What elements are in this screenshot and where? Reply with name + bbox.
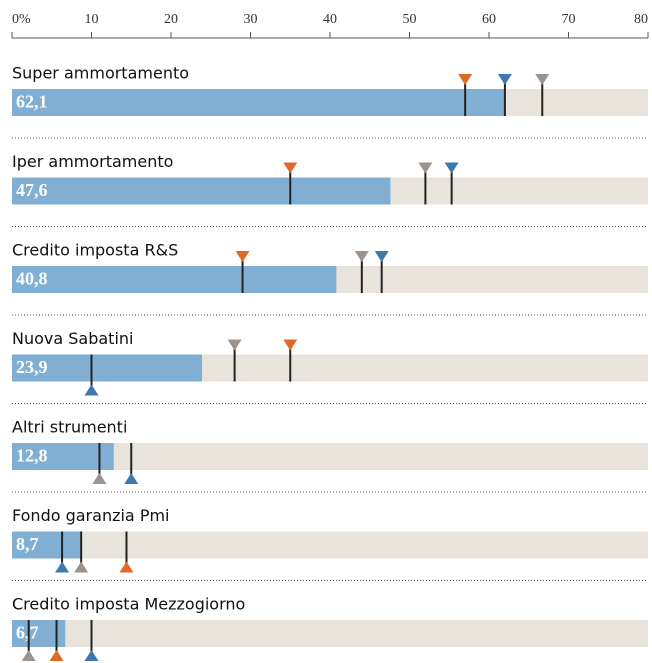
marker-triangle <box>418 162 433 174</box>
x-tick-label: 50 <box>403 12 417 27</box>
bar <box>12 266 337 293</box>
category-label: Credito imposta R&S <box>12 241 178 260</box>
marker-triangle <box>374 251 389 262</box>
bar <box>12 531 82 559</box>
value-label: 47,6 <box>16 180 48 200</box>
bar-background <box>12 531 648 559</box>
category-label: Fondo garanzia Pmi <box>12 506 170 525</box>
marker-triangle <box>119 561 134 573</box>
bar-background <box>12 443 648 470</box>
x-tick-label: 60 <box>482 12 496 27</box>
marker-triangle <box>227 339 242 351</box>
x-tick-label: 40 <box>323 12 337 27</box>
marker-triangle <box>74 561 89 573</box>
x-tick-label: 10 <box>85 12 99 27</box>
marker-triangle <box>124 473 139 484</box>
x-tick-label: 0% <box>12 12 31 27</box>
value-label: 8,7 <box>16 534 39 554</box>
marker-triangle <box>21 650 36 661</box>
marker-triangle <box>84 384 99 396</box>
value-label: 62,1 <box>16 92 48 112</box>
marker-triangle <box>283 162 298 174</box>
value-label: 6,7 <box>16 623 39 643</box>
bar <box>12 177 391 205</box>
bar <box>12 354 203 382</box>
category-label: Altri strumenti <box>12 418 127 437</box>
marker-triangle <box>235 251 250 262</box>
x-tick-label: 80 <box>634 12 648 27</box>
value-label: 40,8 <box>16 269 48 289</box>
x-tick-label: 70 <box>562 12 576 27</box>
value-label: 23,9 <box>16 357 48 377</box>
x-tick-label: 20 <box>164 12 178 27</box>
category-label: Nuova Sabatini <box>12 329 133 348</box>
bar <box>12 89 506 116</box>
marker-triangle <box>49 650 64 661</box>
category-label: Super ammortamento <box>12 64 189 83</box>
marker-triangle <box>84 650 99 661</box>
category-label: Iper ammortamento <box>12 152 173 171</box>
bar-background <box>12 620 648 647</box>
value-label: 12,8 <box>16 446 48 466</box>
marker-triangle <box>283 339 298 351</box>
marker-triangle <box>92 473 107 484</box>
marker-triangle <box>444 162 459 174</box>
marker-triangle <box>354 251 369 262</box>
bar <box>12 443 114 470</box>
marker-triangle <box>55 561 70 573</box>
category-label: Credito imposta Mezzogiorno <box>12 595 245 614</box>
marker-triangle <box>497 74 512 85</box>
marker-triangle <box>458 74 473 85</box>
marker-triangle <box>535 74 550 85</box>
x-tick-label: 30 <box>244 12 258 27</box>
